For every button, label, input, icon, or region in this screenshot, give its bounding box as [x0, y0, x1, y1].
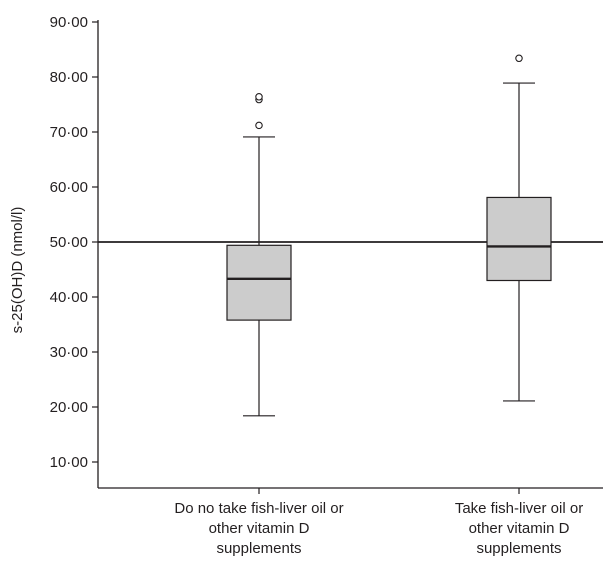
axes: 10·00 20·00 30·00 40·00 50·00 60·00 70·00 80·00… [50, 14, 603, 494]
x-category-label-line: Take fish-liver oil or [455, 500, 583, 517]
x-category-label-line: supplements [476, 540, 561, 557]
box-group [486, 54, 552, 402]
iqr-box [486, 196, 552, 282]
y-tick-label: 80·00 [50, 69, 88, 86]
y-tick-label: 90·00 [50, 14, 88, 31]
boxes [226, 54, 552, 417]
box-group [226, 93, 292, 417]
outlier-point [255, 93, 263, 101]
x-category-label-line: Do no take fish-liver oil or [174, 500, 343, 517]
x-category-label-line: other vitamin D [469, 520, 570, 537]
y-tick-label: 30·00 [50, 344, 88, 361]
y-tick-label: 50·00 [50, 234, 88, 251]
x-tick-labels: Do no take fish-liver oil or other vitami… [174, 500, 583, 557]
y-tick-label: 70·00 [50, 124, 88, 141]
outlier-point [255, 121, 263, 130]
y-axis-label: s-25(OH)D (nmol/l) [9, 207, 26, 334]
y-tick-label: 10·00 [50, 454, 88, 471]
outlier-point [515, 54, 523, 63]
y-tick-label: 60·00 [50, 179, 88, 196]
iqr-box [226, 244, 292, 321]
y-tick-label: 20·00 [50, 399, 88, 416]
x-category-label-line: other vitamin D [209, 520, 310, 537]
y-tick-label: 40·00 [50, 289, 88, 306]
x-category-label-line: supplements [216, 540, 301, 557]
